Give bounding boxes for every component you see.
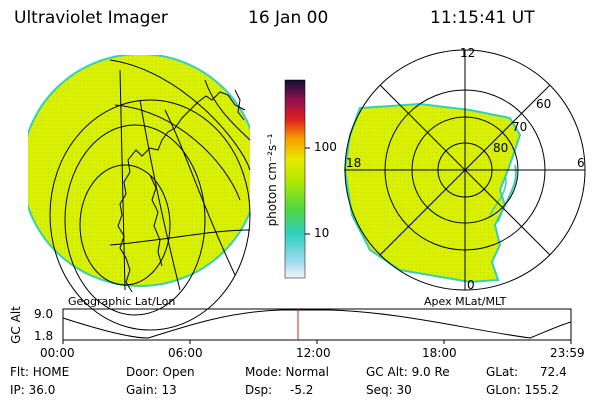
colorbar-tick-100: 100: [314, 140, 337, 154]
altitude-xtick-1800: 18:00: [422, 346, 457, 360]
gcalt-status: GC Alt: 9.0 Re: [366, 365, 450, 379]
gain-status: Gain: 13: [126, 383, 177, 397]
polar-aurora-region: [343, 102, 522, 284]
flt-status: Flt: HOME: [10, 365, 70, 379]
geo-grid: [49, 59, 251, 331]
geo-aurora-disk: [28, 55, 250, 287]
polar-grid: [344, 49, 586, 291]
geo-coastline: [117, 89, 246, 293]
altitude-curve: [62, 309, 572, 339]
glat-value: 72.4: [540, 365, 567, 379]
altitude-xtick-0600: 06:00: [168, 346, 203, 360]
altitude-xtick-0000: 00:00: [40, 346, 75, 360]
dsp-value: -5.2: [290, 383, 314, 397]
mlt-label-18: 18: [346, 156, 362, 170]
mode-status: Mode: Normal: [245, 365, 329, 379]
altitude-ytick-9: 9.0: [34, 307, 54, 321]
altitude-ytick-1.8: 1.8: [34, 329, 54, 343]
mlt-label-6: 6: [577, 156, 585, 170]
altitude-xtick-1200: 12:00: [296, 346, 331, 360]
instrument-title: Ultraviolet Imager: [14, 8, 168, 28]
mlt-label-12: 12: [460, 46, 476, 60]
mlt-label-0: 0: [467, 278, 475, 292]
seq-status: Seq: 30: [366, 383, 412, 397]
glon-status: GLon: 155.2: [486, 383, 559, 397]
lat-label-80: 80: [493, 141, 509, 155]
dsp-label: Dsp:: [245, 383, 273, 397]
colorbar-gradient: [284, 79, 306, 279]
geo-map-caption: Geographic Lat/Lon: [68, 295, 176, 308]
altitude-ylabel: GC Alt: [9, 306, 23, 344]
polar-map-caption: Apex MLat/MLT: [424, 295, 507, 308]
glat-label: GLat:: [486, 365, 519, 379]
lat-label-60: 60: [536, 97, 552, 111]
ip-status: IP: 36.0: [10, 383, 56, 397]
lat-label-70: 70: [512, 120, 528, 134]
altitude-plot-frame: [62, 308, 572, 341]
door-status: Door: Open: [126, 365, 195, 379]
altitude-xtick-2359: 23:59: [550, 346, 585, 360]
time-label: 11:15:41 UT: [430, 8, 535, 28]
date-label: 16 Jan 00: [248, 8, 329, 28]
colorbar-tick-10: 10: [314, 226, 330, 240]
